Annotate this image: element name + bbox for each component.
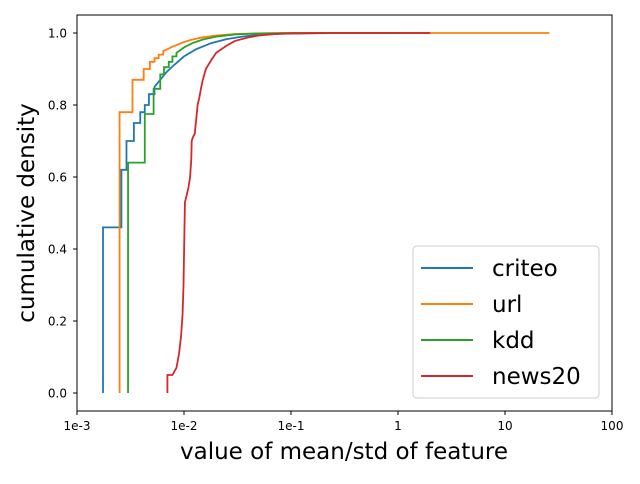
x-tick-label: 1e-1 bbox=[278, 419, 305, 433]
legend-label-news20: news20 bbox=[492, 364, 581, 390]
y-tick-label: 0.8 bbox=[48, 99, 67, 113]
x-tick-label: 1 bbox=[394, 419, 402, 433]
legend-label-criteo: criteo bbox=[492, 256, 558, 282]
series-line-kdd bbox=[127, 32, 398, 393]
y-axis-ticks: 0.0 0.2 0.4 0.6 0.8 1.0 bbox=[48, 27, 77, 401]
x-axis-ticks: 1e-3 1e-2 1e-1 1 10 100 bbox=[64, 411, 624, 433]
y-tick-label: 0.6 bbox=[48, 171, 67, 185]
y-tick-label: 0.0 bbox=[48, 387, 67, 401]
y-tick-label: 0.2 bbox=[48, 315, 67, 329]
legend: criteo url kdd news20 bbox=[412, 245, 600, 399]
x-tick-label: 10 bbox=[497, 419, 512, 433]
y-tick-label: 1.0 bbox=[48, 27, 67, 41]
plot-lines bbox=[102, 32, 550, 393]
series-line-news20 bbox=[166, 32, 431, 393]
x-tick-label: 1e-2 bbox=[171, 419, 198, 433]
y-axis-label: cumulative density bbox=[14, 103, 40, 323]
y-tick-label: 0.4 bbox=[48, 243, 67, 257]
x-axis-label: value of mean/std of feature bbox=[180, 439, 508, 465]
legend-label-url: url bbox=[492, 292, 522, 318]
x-tick-label: 100 bbox=[601, 419, 624, 433]
legend-label-kdd: kdd bbox=[492, 328, 535, 354]
legend-box bbox=[412, 245, 600, 399]
x-tick-label: 1e-3 bbox=[64, 419, 91, 433]
axes-frame bbox=[76, 14, 613, 412]
